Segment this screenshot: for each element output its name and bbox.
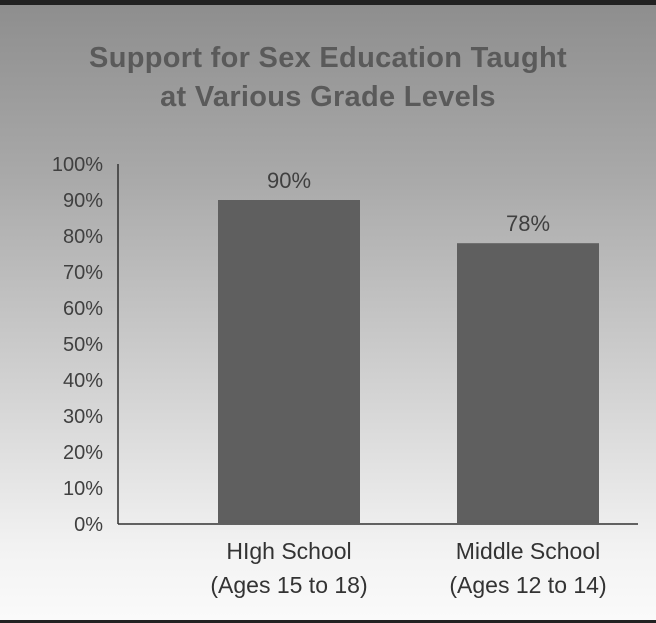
- y-tick-label: 0%: [74, 514, 103, 536]
- data-label: 78%: [506, 211, 550, 236]
- x-category-label: (Ages 15 to 18): [210, 572, 367, 598]
- y-tick-label: 100%: [52, 154, 103, 176]
- chart-title-line-2: at Various Grade Levels: [160, 81, 496, 113]
- y-tick-label: 40%: [63, 370, 103, 392]
- chart-title: Support for Sex Education Taught at Vari…: [20, 39, 636, 117]
- y-tick-label: 20%: [63, 442, 103, 464]
- y-tick-label: 70%: [63, 262, 103, 284]
- chart-title-line-1: Support for Sex Education Taught: [89, 42, 567, 74]
- y-tick-label: 10%: [63, 478, 103, 500]
- y-tick-label: 30%: [63, 406, 103, 428]
- y-tick-label: 80%: [63, 226, 103, 248]
- x-category-label: HIgh School: [226, 538, 351, 564]
- x-category-label: (Ages 12 to 14): [449, 572, 606, 598]
- bar: [457, 243, 599, 524]
- y-tick-label: 60%: [63, 298, 103, 320]
- x-category-label: Middle School: [456, 538, 600, 564]
- y-tick-label: 90%: [63, 190, 103, 212]
- bar: [218, 200, 360, 524]
- data-label: 90%: [267, 168, 311, 193]
- y-tick-label: 50%: [63, 334, 103, 356]
